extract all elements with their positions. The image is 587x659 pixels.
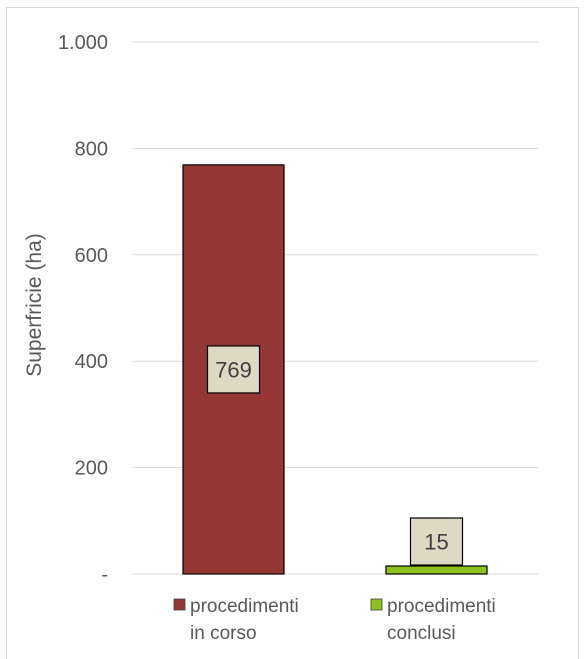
y-tick-label: 1.000 xyxy=(58,32,108,54)
y-tick-label: 400 xyxy=(75,351,108,373)
data-label-box xyxy=(409,517,464,566)
y-axis-tick-labels: - 200 400 600 800 1.000 xyxy=(58,32,108,586)
legend-swatch xyxy=(370,598,383,611)
legend-label: procedimenti xyxy=(387,596,496,617)
data-label-box xyxy=(206,345,261,394)
bar xyxy=(385,565,488,575)
legend-label: procedimenti xyxy=(190,596,299,617)
y-tick-label: - xyxy=(101,564,108,586)
y-tick-label: 800 xyxy=(75,138,108,160)
y-tick-label: 600 xyxy=(75,245,108,267)
legend-label: conclusi xyxy=(387,623,456,644)
data-label: 769 xyxy=(215,357,252,382)
data-labels: 769 15 xyxy=(206,345,464,566)
data-label: 15 xyxy=(424,530,448,555)
chart-frame xyxy=(6,7,579,659)
y-tick-label: 200 xyxy=(75,458,108,480)
legend-swatch xyxy=(173,598,186,611)
legend: procedimenti in corso procedimenti conclusi xyxy=(173,596,496,644)
legend-label: in corso xyxy=(190,623,257,644)
y-axis-title: Superfricie (ha) xyxy=(23,233,46,377)
